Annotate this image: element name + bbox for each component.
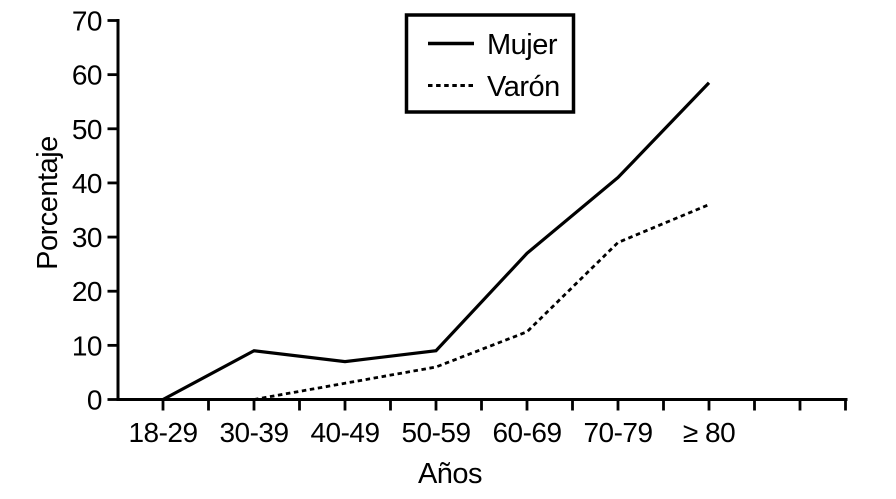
y-tick-label: 20 xyxy=(72,276,102,307)
y-tick-label: 40 xyxy=(72,168,102,199)
legend-label: Varón xyxy=(487,71,560,103)
y-tick-label: 50 xyxy=(72,114,102,145)
legend-label: Mujer xyxy=(487,29,558,61)
series-line-varon xyxy=(253,203,710,401)
legend-box xyxy=(404,13,576,114)
y-tick-label: 30 xyxy=(72,222,102,253)
x-tick-label: 30-39 xyxy=(219,417,288,448)
x-axis-title: Años xyxy=(418,458,482,490)
x-tick-label: ≥ 80 xyxy=(683,417,735,448)
x-tick-label: 40-49 xyxy=(310,417,379,448)
y-tick-label: 0 xyxy=(87,385,102,416)
x-tick-label: 70-79 xyxy=(583,417,652,448)
x-tick-label: 18-29 xyxy=(128,417,197,448)
series-line-mujer xyxy=(162,81,711,401)
x-tick-label: 60-69 xyxy=(492,417,561,448)
y-tick-label: 10 xyxy=(72,330,102,361)
x-tick-label: 50-59 xyxy=(401,417,470,448)
y-tick-label: 60 xyxy=(72,60,102,91)
y-tick-label: 70 xyxy=(72,6,102,37)
y-axis-title: Porcentaje xyxy=(32,136,64,270)
